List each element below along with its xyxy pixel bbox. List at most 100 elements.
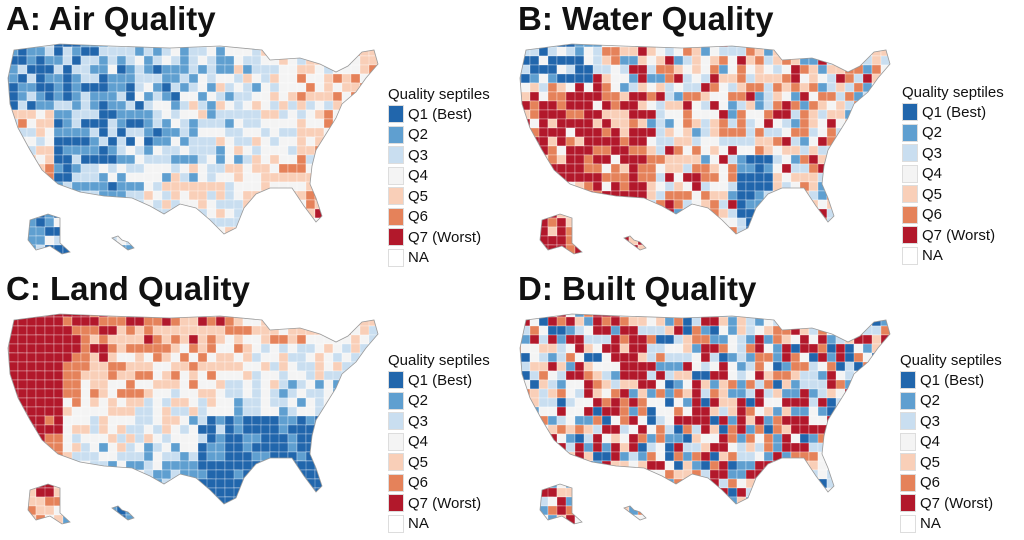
county-cell	[17, 244, 28, 254]
county-cell	[71, 253, 82, 254]
county-cell	[296, 496, 312, 507]
county-cell	[655, 109, 666, 120]
county-cell	[161, 82, 172, 93]
county-cell	[610, 109, 621, 120]
county-cell	[359, 523, 370, 524]
county-cell	[8, 451, 15, 462]
county-cell	[556, 460, 572, 471]
county-cell	[673, 433, 684, 444]
county-cell	[260, 109, 271, 120]
county-cell	[368, 73, 378, 84]
county-cell	[700, 44, 716, 48]
county-cell	[224, 190, 235, 201]
county-cell	[808, 208, 819, 219]
county-cell	[323, 469, 334, 480]
county-cell	[305, 64, 316, 75]
county-cell	[646, 64, 657, 75]
county-cell	[152, 496, 163, 507]
county-cell	[296, 505, 307, 516]
county-cell	[736, 253, 747, 254]
county-cell	[179, 478, 190, 489]
hawaii-outline	[111, 235, 135, 251]
county-cell	[377, 478, 378, 489]
county-cell	[62, 334, 73, 345]
county-cell	[727, 523, 738, 524]
county-cell	[547, 523, 558, 524]
county-cell	[278, 208, 294, 219]
county-cell	[8, 181, 24, 192]
county-cell	[269, 397, 280, 408]
county-cell	[691, 451, 702, 462]
county-cell	[62, 136, 73, 147]
county-cell	[763, 451, 774, 462]
legend-title: Quality septiles	[388, 352, 490, 369]
county-cell	[71, 46, 82, 57]
county-cell	[89, 100, 100, 111]
county-cell	[673, 370, 684, 381]
county-cell	[628, 379, 639, 390]
county-cell	[574, 361, 585, 372]
county-cell	[260, 55, 271, 66]
county-cell	[709, 406, 720, 417]
county-cell	[691, 172, 702, 183]
county-cell	[98, 496, 114, 507]
county-cell	[835, 154, 846, 165]
county-cell	[116, 253, 127, 254]
county-cell	[116, 244, 127, 254]
county-cell	[592, 235, 608, 246]
county-cell	[377, 46, 378, 57]
county-cell	[368, 100, 378, 111]
county-cell	[116, 109, 127, 120]
county-cell	[520, 208, 522, 219]
county-cell	[179, 136, 190, 147]
county-cell	[601, 352, 612, 363]
county-cell	[718, 64, 729, 75]
county-cell	[862, 127, 873, 138]
county-cell	[826, 451, 837, 462]
county-cell	[556, 217, 567, 228]
county-cell	[134, 64, 145, 75]
county-cell	[170, 244, 181, 254]
county-cell	[682, 145, 693, 156]
county-cell	[35, 136, 46, 147]
county-cell	[116, 208, 127, 219]
county-cell	[233, 460, 244, 471]
county-cell	[799, 100, 810, 111]
county-cell	[844, 127, 855, 138]
county-cell	[529, 505, 540, 516]
county-cell	[718, 82, 729, 93]
county-cell	[790, 424, 801, 435]
county-cell	[817, 388, 828, 399]
county-cell	[197, 244, 213, 254]
county-cell	[754, 64, 765, 75]
county-cell	[224, 316, 235, 327]
county-cell	[98, 181, 109, 192]
county-cell	[224, 253, 235, 254]
county-cell	[314, 127, 325, 138]
county-cell	[529, 424, 540, 435]
county-cell	[673, 361, 684, 372]
county-cell	[817, 451, 828, 462]
county-cell	[71, 235, 82, 246]
county-cell	[817, 253, 833, 254]
county-cell	[808, 523, 819, 524]
county-cell	[799, 343, 810, 354]
county-cell	[853, 523, 869, 524]
county-cell	[17, 496, 28, 507]
county-cell	[8, 415, 10, 426]
county-cell	[556, 361, 567, 372]
county-cell	[871, 100, 887, 111]
county-cell	[341, 314, 357, 318]
county-cell	[8, 217, 10, 228]
county-cell	[547, 73, 558, 84]
county-cell	[637, 235, 648, 246]
county-cell	[700, 314, 716, 318]
legend-label: Q5	[922, 185, 943, 203]
county-cell	[871, 208, 882, 219]
county-cell	[610, 478, 621, 489]
county-cell	[323, 424, 334, 435]
county-cell	[17, 478, 28, 489]
county-cell	[547, 190, 558, 201]
county-cell	[880, 487, 890, 498]
county-cell	[89, 487, 100, 498]
